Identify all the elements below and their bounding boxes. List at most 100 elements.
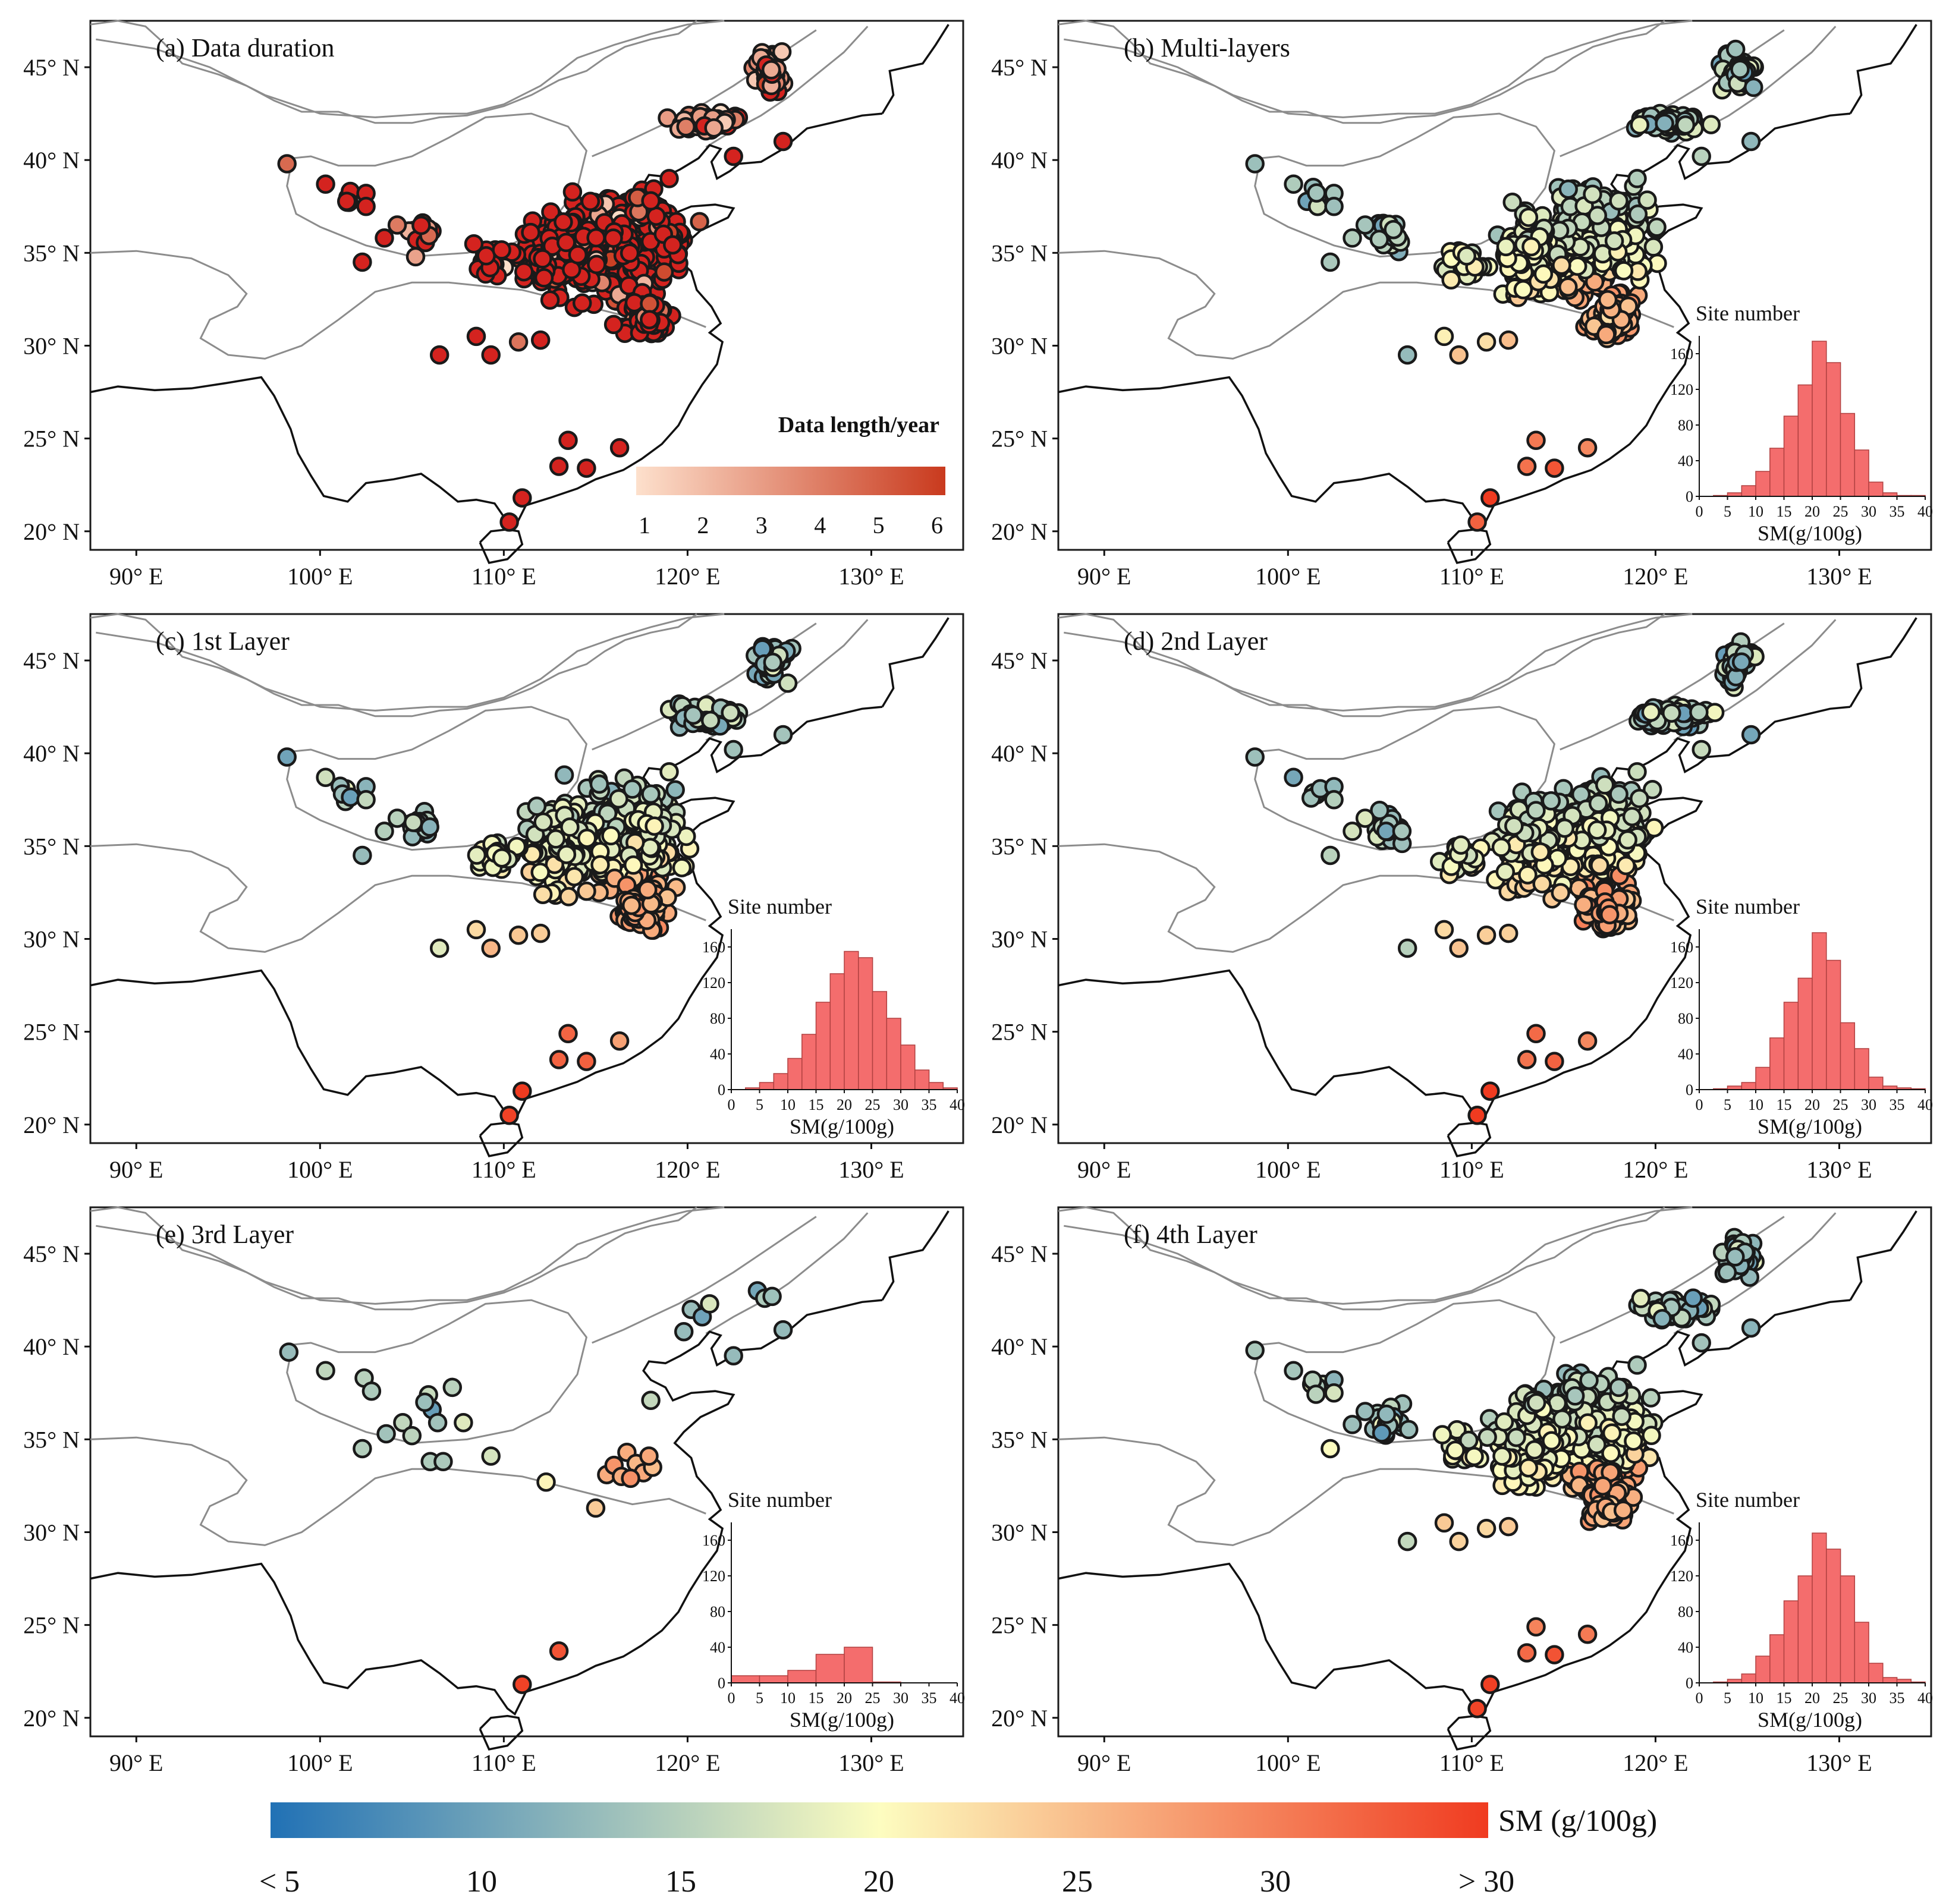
histogram-bar bbox=[872, 991, 888, 1090]
lon-label: 130° E bbox=[1806, 563, 1872, 590]
lon-label: 120° E bbox=[1623, 563, 1688, 590]
site-marker bbox=[1596, 325, 1616, 345]
site-marker bbox=[1498, 923, 1519, 943]
site-markers bbox=[1245, 39, 1764, 532]
histogram-y-label: 40 bbox=[1678, 1046, 1693, 1063]
site-marker bbox=[590, 855, 610, 874]
lon-label: 90° E bbox=[1077, 563, 1131, 590]
site-marker bbox=[761, 60, 781, 80]
site-marker bbox=[1602, 1423, 1622, 1443]
site-marker bbox=[564, 867, 584, 886]
histogram-y-label: 160 bbox=[1670, 345, 1693, 363]
panel-title: (a) Data duration bbox=[156, 33, 335, 62]
site-marker bbox=[1467, 1105, 1487, 1125]
site-marker bbox=[1321, 252, 1340, 272]
site-marker bbox=[1397, 345, 1417, 365]
site-marker bbox=[1399, 1420, 1419, 1440]
site-marker bbox=[654, 262, 674, 282]
histogram-bar bbox=[1741, 1673, 1756, 1683]
site-marker bbox=[1517, 457, 1537, 476]
coastline bbox=[1849, 24, 1917, 114]
histogram-x-label: 20 bbox=[1804, 1689, 1820, 1707]
histogram-x-label: 25 bbox=[865, 1096, 881, 1113]
site-marker bbox=[1725, 1247, 1745, 1267]
histogram-x-label: 5 bbox=[756, 1689, 763, 1707]
site-marker bbox=[1526, 1024, 1546, 1044]
site-marker bbox=[1526, 1617, 1546, 1637]
site-marker bbox=[554, 212, 573, 232]
site-marker bbox=[316, 1361, 335, 1381]
site-marker bbox=[1609, 191, 1629, 211]
histogram-x-label: 20 bbox=[837, 1096, 852, 1113]
sm-colorbar: SM (g/100g) < 5 10 15 20 25 30 > 30 bbox=[259, 1802, 1657, 1899]
site-marker bbox=[1627, 169, 1647, 188]
site-marker bbox=[1480, 1675, 1500, 1694]
site-marker bbox=[1609, 784, 1629, 804]
site-marker bbox=[1480, 488, 1500, 508]
histogram-bar bbox=[1826, 959, 1841, 1090]
site-marker bbox=[1355, 215, 1375, 235]
legend-tick-label: 4 bbox=[814, 512, 826, 539]
lon-label: 110° E bbox=[471, 1749, 536, 1776]
lon-label: 100° E bbox=[287, 1749, 353, 1776]
site-marker bbox=[454, 1412, 473, 1433]
histogram-x-label: 15 bbox=[809, 1096, 824, 1113]
site-marker bbox=[1245, 747, 1265, 767]
histogram-x-label: 20 bbox=[1804, 503, 1820, 520]
histogram-x-label: 35 bbox=[922, 1096, 937, 1113]
site-marker bbox=[1441, 270, 1461, 290]
site-marker bbox=[1449, 1531, 1469, 1551]
site-marker bbox=[674, 1321, 694, 1342]
panel-title: (d) 2nd Layer bbox=[1124, 627, 1268, 656]
site-marker bbox=[1641, 702, 1661, 722]
panel-title: (c) 1st Layer bbox=[156, 627, 290, 656]
site-marker bbox=[466, 920, 486, 940]
site-marker bbox=[1530, 842, 1551, 862]
site-marker bbox=[1504, 816, 1524, 836]
site-marker bbox=[1741, 725, 1761, 745]
histogram-bar bbox=[1755, 1066, 1771, 1090]
site-marker bbox=[672, 858, 692, 877]
duration-colorbar bbox=[636, 467, 945, 495]
site-marker bbox=[1434, 1513, 1454, 1533]
site-marker bbox=[549, 457, 569, 476]
boundary-line bbox=[96, 20, 725, 118]
site-marker bbox=[549, 1050, 569, 1069]
site-marker bbox=[1245, 154, 1265, 174]
lon-label: 100° E bbox=[287, 563, 353, 590]
site-marker bbox=[1565, 1386, 1585, 1406]
site-marker bbox=[1449, 938, 1469, 958]
histogram-y-label: 120 bbox=[702, 974, 725, 992]
site-marker bbox=[466, 326, 486, 347]
histogram-x-label: 10 bbox=[780, 1096, 796, 1113]
histogram-bar bbox=[1755, 1656, 1771, 1683]
lon-label: 110° E bbox=[1439, 563, 1504, 590]
site-marker bbox=[1492, 1446, 1512, 1466]
site-marker bbox=[429, 938, 449, 958]
site-marker bbox=[641, 1390, 661, 1411]
site-marker bbox=[356, 197, 376, 216]
site-marker bbox=[1498, 1516, 1519, 1537]
histogram-bar bbox=[914, 1069, 930, 1090]
site-marker bbox=[1552, 1409, 1572, 1429]
panel-title: (b) Multi-layers bbox=[1124, 33, 1290, 62]
histogram-bar bbox=[1741, 485, 1756, 497]
site-marker bbox=[1587, 206, 1608, 225]
site-marker bbox=[1567, 256, 1587, 276]
site-marker bbox=[665, 780, 685, 800]
histogram-x-label: 35 bbox=[1890, 1689, 1905, 1707]
histogram-bar bbox=[1741, 1082, 1756, 1090]
histogram-title: Site number bbox=[1696, 1488, 1800, 1512]
site-marker bbox=[1480, 1081, 1500, 1101]
site-marker bbox=[1502, 193, 1522, 212]
site-marker bbox=[1609, 1377, 1629, 1398]
lon-label: 130° E bbox=[1806, 1156, 1872, 1183]
hainan-island bbox=[479, 528, 524, 564]
site-marker bbox=[1533, 264, 1554, 284]
site-marker bbox=[464, 234, 484, 254]
lat-label: 40° N bbox=[23, 147, 80, 174]
site-marker bbox=[387, 808, 407, 828]
site-marker bbox=[721, 703, 740, 723]
site-marker bbox=[683, 705, 703, 725]
site-marker bbox=[403, 813, 423, 832]
